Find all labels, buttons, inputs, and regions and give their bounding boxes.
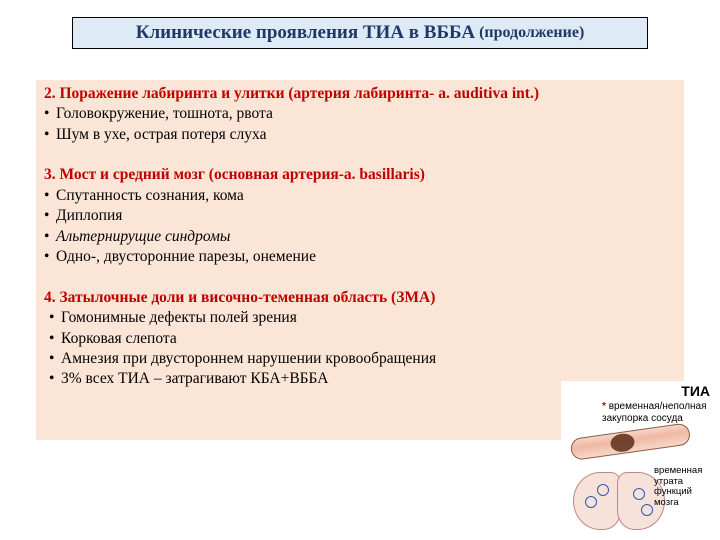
bullet-text: Диплопия xyxy=(56,206,122,226)
bullet-dot-icon: • xyxy=(44,247,56,267)
bullet-dot-icon: • xyxy=(49,349,61,369)
bullet-dot-icon: • xyxy=(44,227,56,247)
slide-title-main: Клинические проявления ТИА в ВББА xyxy=(136,22,475,44)
bullet-row: •Головокружение, тошнота, рвота xyxy=(44,104,676,124)
bullet-text: Одно-, двусторонние парезы, онемение xyxy=(56,247,316,267)
bullet-row: •Альтернирущие синдромы xyxy=(44,227,676,247)
bullet-dot-icon: • xyxy=(49,329,61,349)
star-icon: * xyxy=(602,401,606,412)
brain-graphic xyxy=(573,472,665,532)
slide-title-continuation: (продолжение) xyxy=(479,24,584,42)
bullet-row: •Шум в ухе, острая потеря слуха xyxy=(44,125,676,145)
bullet-row: •Одно-, двусторонние парезы, онемение xyxy=(44,247,676,267)
bullet-text: Альтернирущие синдромы xyxy=(56,227,230,247)
bullet-text: Корковая слепота xyxy=(61,329,177,349)
slide: Клинические проявления ТИА в ВББА (продо… xyxy=(0,0,720,540)
section-heading: 4. Затылочные доли и височно-теменная об… xyxy=(44,288,676,308)
bullet-dot-icon: • xyxy=(44,125,56,145)
bullet-text: Амнезия при двустороннем нарушении крово… xyxy=(61,349,436,369)
bullet-text: Спутанность сознания, кома xyxy=(56,186,244,206)
brain-ring-icon xyxy=(597,484,609,496)
bullet-dot-icon: • xyxy=(44,186,56,206)
bullet-text: Головокружение, тошнота, рвота xyxy=(56,104,273,124)
bullet-row: •Спутанность сознания, кома xyxy=(44,186,676,206)
section-heading: 2. Поражение лабиринта и улитки (артерия… xyxy=(44,84,676,104)
diagram-tia-label: ТИА xyxy=(681,383,710,399)
vessel-graphic xyxy=(569,422,691,460)
blank-line xyxy=(44,268,676,288)
blank-line xyxy=(44,145,676,165)
slide-title-band: Клинические проявления ТИА в ВББА (продо… xyxy=(72,17,648,49)
brain-hemisphere-left xyxy=(573,472,621,530)
bullet-text: Шум в ухе, острая потеря слуха xyxy=(56,125,266,145)
bullet-row: •Амнезия при двустороннем нарушении кров… xyxy=(44,349,676,369)
tia-diagram: ТИА * временная/неполная закупорка сосуд… xyxy=(561,381,716,536)
section-heading: 3. Мост и средний мозг (основная артерия… xyxy=(44,165,676,185)
brain-ring-icon xyxy=(633,488,645,500)
brain-ring-icon xyxy=(641,504,653,516)
bullet-row: •Корковая слепота xyxy=(44,329,676,349)
bullet-row: •Диплопия xyxy=(44,206,676,226)
bullet-text: 3% всех ТИА – затрагивают КБА+ВББА xyxy=(61,369,328,389)
bullet-dot-icon: • xyxy=(44,104,56,124)
bullet-text: Гомонимные дефекты полей зрения xyxy=(61,308,297,328)
diagram-brain-caption: временная утрата функций мозга xyxy=(654,466,712,508)
diagram-vessel-caption-text: временная/неполная закупорка сосуда xyxy=(602,401,707,424)
bullet-dot-icon: • xyxy=(49,308,61,328)
bullet-dot-icon: • xyxy=(49,369,61,389)
bullet-dot-icon: • xyxy=(44,206,56,226)
brain-ring-icon xyxy=(585,496,597,508)
diagram-vessel-caption: * временная/неполная закупорка сосуда xyxy=(602,401,712,424)
bullet-row: •Гомонимные дефекты полей зрения xyxy=(44,308,676,328)
